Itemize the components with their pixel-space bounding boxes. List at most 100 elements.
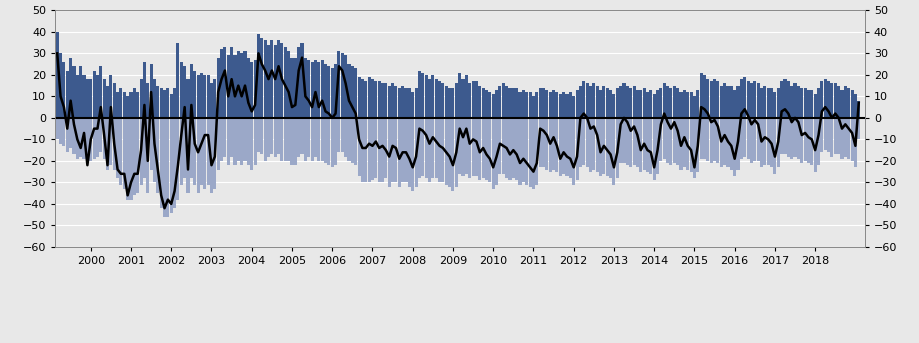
Bar (270, 118, 273, 154)
Bar (344, 56, 346, 118)
Bar (250, 62, 253, 118)
Bar (732, 118, 735, 176)
Bar (458, 73, 460, 118)
Bar (434, 118, 437, 178)
Bar (374, 118, 377, 178)
Bar (474, 81, 478, 118)
Bar (688, 118, 692, 172)
Bar (792, 118, 796, 157)
Bar (792, 83, 796, 118)
Bar (56, 32, 59, 118)
Bar (696, 90, 698, 118)
Bar (836, 86, 839, 118)
Bar (236, 51, 240, 118)
Bar (659, 88, 662, 118)
Bar (639, 118, 641, 172)
Bar (267, 45, 270, 118)
Bar (645, 92, 648, 118)
Bar (518, 118, 521, 185)
Bar (521, 118, 525, 182)
Bar (602, 118, 605, 174)
Bar (411, 92, 414, 118)
Bar (843, 118, 846, 157)
Bar (59, 118, 62, 144)
Bar (849, 90, 853, 118)
Bar (140, 79, 142, 118)
Bar (836, 118, 839, 154)
Bar (592, 83, 595, 118)
Bar (334, 64, 336, 118)
Bar (608, 90, 611, 118)
Bar (126, 118, 129, 200)
Bar (387, 86, 391, 118)
Bar (327, 118, 330, 165)
Bar (491, 94, 494, 118)
Bar (736, 86, 739, 118)
Bar (849, 118, 853, 161)
Bar (558, 94, 562, 118)
Bar (823, 118, 826, 150)
Bar (846, 118, 849, 159)
Bar (106, 86, 109, 118)
Bar (712, 118, 715, 161)
Bar (397, 88, 401, 118)
Bar (425, 118, 427, 178)
Bar (511, 118, 515, 178)
Bar (441, 118, 444, 182)
Bar (531, 118, 535, 189)
Bar (290, 118, 293, 165)
Bar (132, 88, 136, 118)
Bar (598, 90, 601, 118)
Bar (505, 86, 507, 118)
Bar (830, 83, 833, 118)
Bar (283, 47, 287, 118)
Bar (729, 118, 732, 169)
Bar (749, 118, 752, 163)
Bar (130, 118, 132, 200)
Bar (213, 118, 216, 189)
Bar (688, 92, 692, 118)
Bar (411, 118, 414, 191)
Bar (796, 118, 799, 159)
Bar (311, 118, 313, 161)
Bar (216, 118, 220, 169)
Bar (146, 118, 149, 193)
Bar (364, 81, 367, 118)
Bar (394, 86, 397, 118)
Bar (662, 83, 665, 118)
Bar (548, 92, 551, 118)
Bar (220, 49, 222, 118)
Bar (810, 118, 812, 165)
Bar (716, 118, 719, 163)
Bar (93, 118, 96, 159)
Bar (488, 118, 491, 182)
Bar (769, 88, 772, 118)
Bar (820, 81, 823, 118)
Bar (659, 118, 662, 161)
Bar (602, 86, 605, 118)
Bar (783, 79, 786, 118)
Bar (820, 118, 823, 152)
Bar (260, 38, 263, 118)
Bar (384, 118, 387, 178)
Bar (562, 92, 564, 118)
Bar (260, 118, 263, 154)
Bar (301, 43, 303, 118)
Bar (773, 92, 776, 118)
Bar (682, 90, 686, 118)
Bar (582, 118, 584, 165)
Bar (401, 118, 403, 182)
Bar (290, 58, 293, 118)
Bar (213, 79, 216, 118)
Bar (786, 81, 789, 118)
Bar (357, 77, 360, 118)
Bar (525, 92, 528, 118)
Bar (568, 118, 572, 178)
Bar (833, 118, 836, 154)
Bar (578, 86, 582, 118)
Bar (160, 88, 163, 118)
Bar (313, 60, 317, 118)
Bar (273, 45, 277, 118)
Bar (743, 77, 745, 118)
Bar (652, 118, 655, 180)
